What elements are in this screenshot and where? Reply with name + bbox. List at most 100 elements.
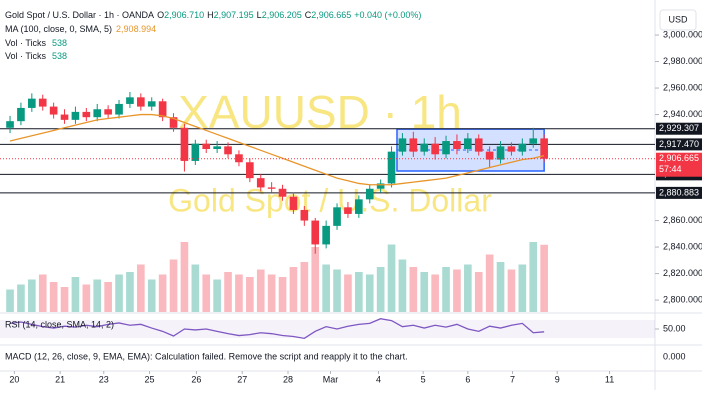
x-tick-label: Mar <box>323 374 339 384</box>
volume-bar <box>278 277 287 312</box>
ohlc-key: C <box>305 10 312 20</box>
currency-box[interactable] <box>659 9 697 31</box>
macd-label: MACD (12, 26, close, 9, EMA, EMA): Calcu… <box>5 351 408 361</box>
volume-bar <box>60 287 69 312</box>
volume-bar <box>235 274 243 312</box>
rsi-line <box>9 318 545 340</box>
candle-body <box>246 162 254 179</box>
volume-bar <box>115 274 123 312</box>
volume-bar <box>442 267 450 312</box>
y-tick-label: 2,800.000 <box>663 294 702 304</box>
candle-body <box>507 146 516 152</box>
legend: Gold Spot / U.S. Dollar · 1h · OANDA O2,9… <box>5 10 686 361</box>
volume-bar <box>202 274 211 312</box>
candle-body <box>169 117 178 128</box>
volume-bar <box>300 262 309 312</box>
candle-body <box>409 138 418 152</box>
candle-body <box>387 151 396 184</box>
volume-bar <box>540 244 548 312</box>
legend-volume: Vol · Ticks 538 <box>5 38 67 48</box>
volume-bar <box>387 244 396 312</box>
volume-bar <box>191 264 200 312</box>
candle-body <box>398 138 407 152</box>
volume-bar <box>93 279 102 312</box>
volume-bar <box>409 267 418 312</box>
ohlc-value: 2,906.710 <box>164 10 204 20</box>
volume-bar <box>474 272 483 312</box>
candle-body <box>158 101 167 118</box>
volume-bar <box>213 279 221 312</box>
candle-body <box>93 109 102 118</box>
candle-body <box>442 141 450 155</box>
volume-bar <box>126 272 134 312</box>
candle-body <box>529 138 538 144</box>
rsi-tick-label: 50.00 <box>663 323 686 333</box>
x-tick-label: 6 <box>465 374 470 384</box>
x-tick-label: 27 <box>237 374 247 384</box>
vol-label: Vol · Ticks <box>5 38 47 48</box>
volume-bar <box>355 272 363 312</box>
candle-body <box>60 114 69 120</box>
y-tick-label: 2,980.000 <box>663 56 702 66</box>
watermark-description: Gold Spot / U.S. Dollar <box>168 182 492 218</box>
watermark: XAUUSD · 1h Gold Spot / U.S. Dollar <box>168 86 492 218</box>
candle-body <box>115 103 123 115</box>
legend-symbol: Gold Spot / U.S. Dollar · 1h · OANDA O2,9… <box>5 10 421 20</box>
volume-bar <box>453 269 461 312</box>
x-tick-label: 4 <box>376 374 381 384</box>
candle-body <box>311 220 320 245</box>
y-tick-label: 2,860.000 <box>663 215 702 225</box>
candle-body <box>224 146 232 155</box>
level-tag <box>656 122 702 135</box>
volume-bar <box>180 242 189 312</box>
candle-body <box>38 98 47 107</box>
candle-body <box>278 188 287 197</box>
ohlc-value: 2,906.665 <box>311 10 351 20</box>
candle-body <box>485 151 494 160</box>
ohlc-value: 2,906.205 <box>262 10 302 20</box>
symbol: Gold Spot / U.S. Dollar · 1h · OANDA <box>5 10 154 20</box>
volume-bar <box>507 269 516 312</box>
candle-body <box>453 141 461 150</box>
legend-volume: Vol · Ticks 538 <box>5 51 67 61</box>
candle-body <box>71 111 80 120</box>
rsi-band <box>0 320 655 338</box>
candle-body <box>344 207 352 214</box>
volume-bar <box>158 274 167 312</box>
ma-value: 2,908.994 <box>116 24 156 34</box>
candle-body <box>191 143 200 161</box>
ohlc-key: O <box>157 10 164 20</box>
candle-body <box>518 143 527 152</box>
x-tick-label: 7 <box>510 374 515 384</box>
candle-body <box>420 143 429 152</box>
x-tick-label: 28 <box>283 374 293 384</box>
volume-bar <box>485 254 494 312</box>
candle-body <box>17 107 25 122</box>
candle-body <box>300 209 309 221</box>
volume-bar <box>6 289 14 312</box>
candle-body <box>256 178 265 188</box>
volume-bar <box>322 264 330 312</box>
candle-body <box>474 138 483 152</box>
volume-bar <box>28 279 36 312</box>
y-tick-label: 2,960.000 <box>663 82 702 92</box>
candle-body <box>322 225 330 245</box>
volume-bar <box>518 264 527 312</box>
candle-body <box>137 97 145 107</box>
candle-body <box>333 207 341 226</box>
candle-body <box>104 109 112 115</box>
volume-bar <box>376 267 385 312</box>
volume-bar <box>365 274 374 312</box>
candle-body <box>82 111 91 118</box>
currency-button[interactable]: USD <box>659 9 697 31</box>
macd-tick-label: 0.000 <box>663 351 686 361</box>
ohlc-value: 2,907.195 <box>214 10 254 20</box>
volume-bar <box>137 264 145 312</box>
vol-value: 538 <box>52 38 67 48</box>
candle-body <box>355 199 363 214</box>
volume-bar <box>464 264 472 312</box>
volume-bar <box>38 274 47 312</box>
candle-body <box>431 143 439 155</box>
volume-bar <box>256 269 265 312</box>
currency-label[interactable]: USD <box>668 14 688 24</box>
